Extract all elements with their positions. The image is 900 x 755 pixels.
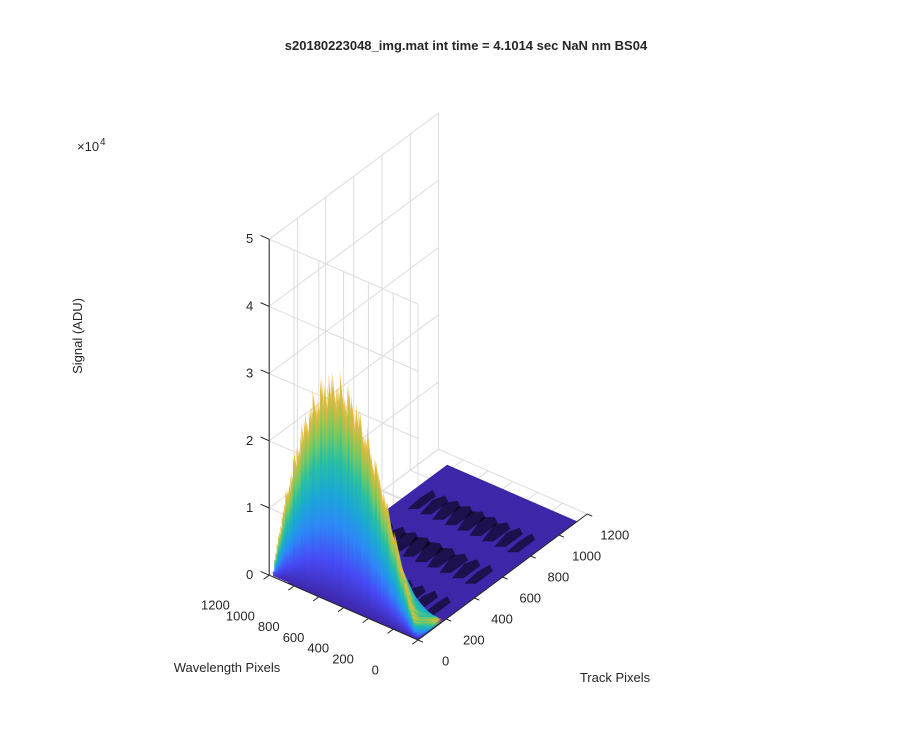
surface-track-peak: [402, 537, 431, 557]
surface-track-peak: [506, 533, 536, 553]
surface-track-peak: [481, 522, 511, 542]
z-tick: [260, 369, 270, 375]
axis-ticks: 0200400600800100012000200400600800100012…: [201, 231, 629, 677]
z-tick-label: 2: [246, 433, 253, 448]
y-tick-label: 400: [307, 641, 329, 656]
surface-track-peak: [427, 547, 456, 568]
y-tick-label: 600: [283, 630, 305, 645]
x-tick: [587, 513, 593, 517]
side-wall-grid-line: [269, 305, 419, 372]
z-tick: [260, 234, 270, 240]
y-tick: [362, 617, 369, 624]
x-tick-label: 400: [491, 611, 513, 626]
y-tick-label: 1000: [226, 608, 255, 623]
x-tick: [474, 597, 480, 601]
z-tick: [260, 570, 270, 576]
surface-track-peak: [439, 553, 469, 573]
surface-main-peak-slice: [416, 619, 444, 640]
x-tick: [446, 618, 452, 622]
y-tick-label: 1200: [201, 598, 230, 613]
z-tick-label: 4: [246, 298, 253, 313]
x-tick-label: 800: [548, 569, 570, 584]
back-wall-grid-line: [268, 112, 439, 240]
y-axis-label: Wavelength Pixels: [174, 660, 281, 675]
z-exponent-base: ×10: [77, 139, 99, 154]
y-tick-label: 0: [372, 662, 379, 677]
chart-title: s20180223048_img.mat int time = 4.1014 s…: [285, 38, 648, 53]
surface-track-peak: [464, 564, 493, 584]
x-tick: [502, 576, 508, 580]
x-tick-label: 1000: [572, 548, 601, 563]
surface-track-peak: [432, 500, 461, 520]
z-exponent-power: 4: [100, 137, 106, 148]
y-tick: [288, 585, 295, 591]
surface: [269, 369, 578, 640]
back-wall-grid-line: [268, 179, 439, 307]
z-exponent: ×10 4: [77, 137, 106, 154]
surface-track-peak: [422, 596, 451, 616]
x-tick-label: 1200: [600, 527, 629, 542]
back-wall-grid-line: [268, 247, 439, 375]
z-tick: [260, 436, 270, 442]
x-tick-label: 0: [442, 653, 449, 668]
z-tick-label: 1: [246, 500, 253, 515]
y-tick: [263, 574, 270, 580]
y-tick: [337, 607, 344, 613]
y-tick: [387, 628, 394, 634]
z-tick-label: 5: [246, 231, 253, 246]
x-tick-label: 600: [519, 590, 541, 605]
z-tick-label: 0: [246, 567, 253, 582]
surface-track-peak: [407, 490, 436, 509]
back-wall-grid-line: [268, 314, 439, 442]
x-axis-label: Track Pixels: [580, 670, 651, 685]
surface-track-peak: [414, 541, 444, 563]
x-tick-label: 200: [463, 632, 485, 647]
z-tick-label: 3: [246, 366, 253, 381]
surface-track-peak: [444, 506, 474, 526]
z-axis-label: Signal (ADU): [70, 298, 85, 374]
x-tick: [417, 639, 424, 643]
x-tick: [558, 534, 565, 538]
z-tick: [260, 503, 270, 509]
y-tick: [312, 596, 320, 602]
z-tick: [260, 302, 270, 307]
x-tick: [530, 555, 536, 559]
surface-track-peak: [494, 527, 523, 547]
surface-track-peak: [469, 517, 498, 536]
surface-track-peak: [419, 495, 449, 515]
y-tick: [412, 639, 419, 645]
y-tick-label: 800: [258, 619, 280, 634]
side-wall-grid-line: [269, 238, 419, 305]
y-tick-label: 200: [332, 652, 354, 667]
surface-track-peak: [457, 511, 486, 531]
surface-track-peak: [451, 559, 481, 579]
